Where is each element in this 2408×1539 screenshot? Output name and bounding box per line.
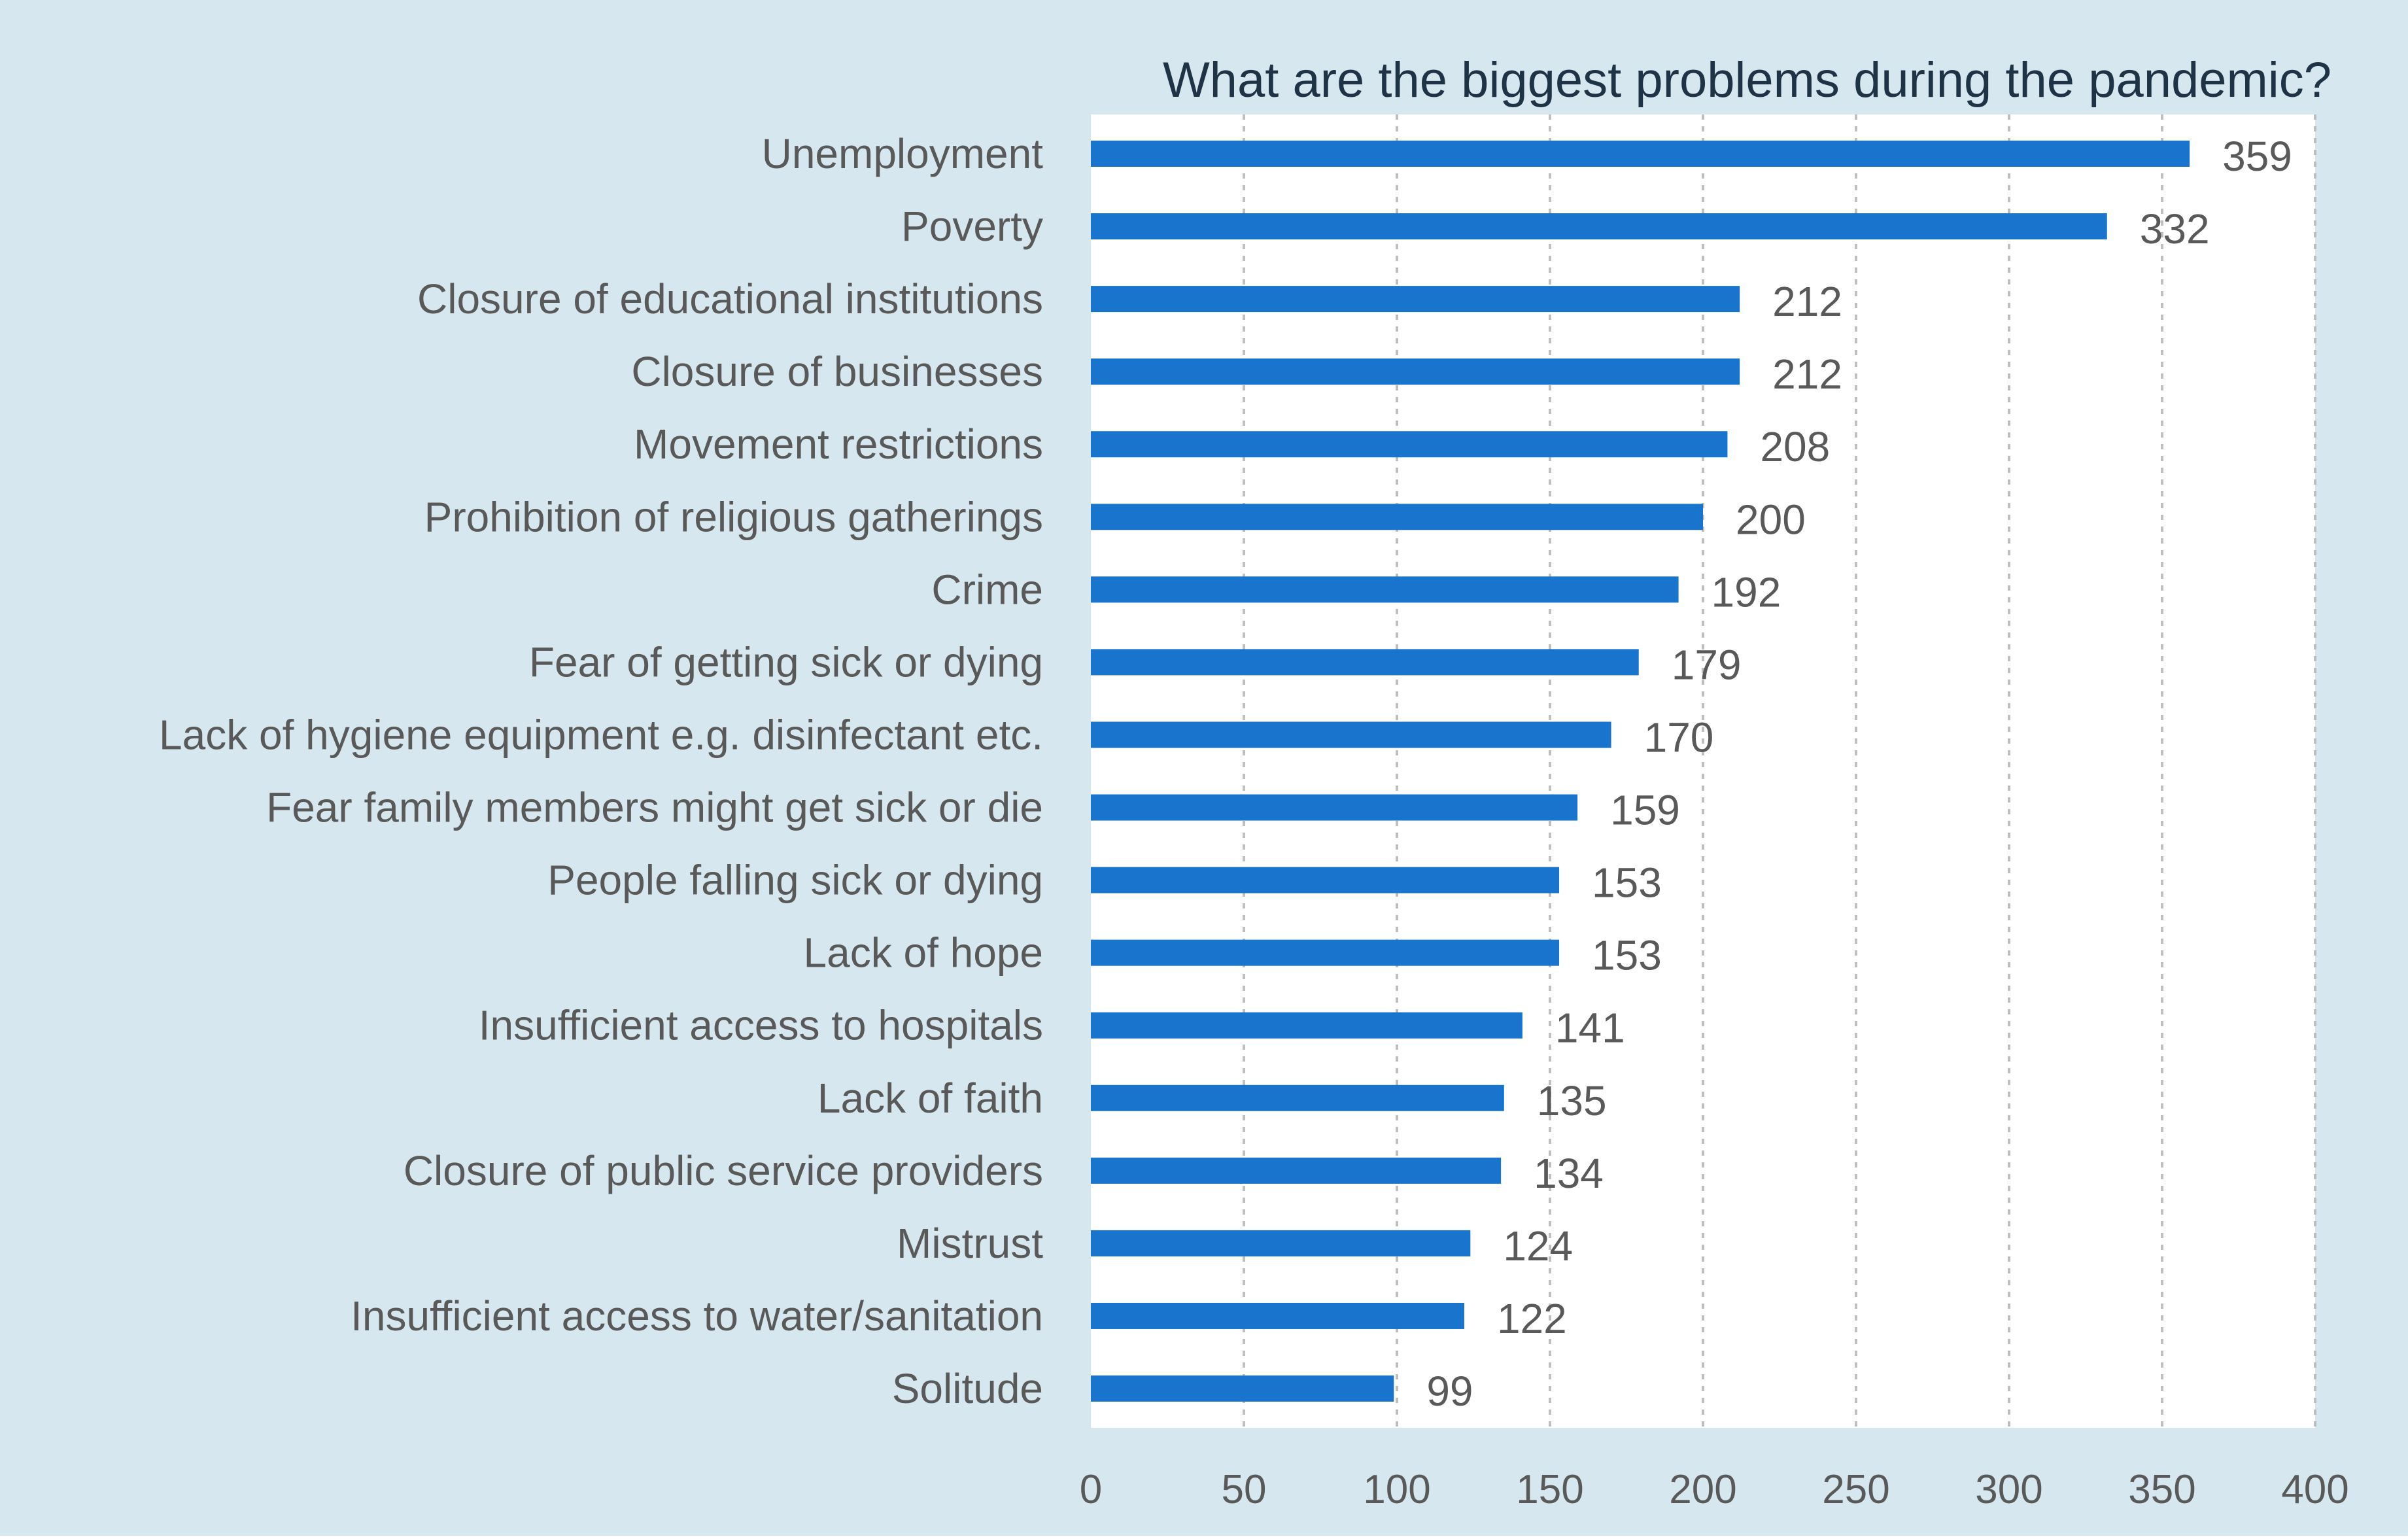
category-label: Lack of hope <box>804 929 1044 977</box>
bar <box>1091 213 2107 240</box>
value-label: 159 <box>1610 787 1680 834</box>
category-label: Lack of hygiene equipment e.g. disinfect… <box>159 711 1043 758</box>
category-label: Closure of public service providers <box>404 1147 1043 1194</box>
category-label: Insufficient access to water/sanitation <box>351 1292 1043 1340</box>
value-label: 200 <box>1736 496 1806 543</box>
bar <box>1091 1375 1394 1402</box>
bar <box>1091 1230 1471 1256</box>
category-label: Lack of faith <box>817 1075 1043 1122</box>
x-tick-label: 400 <box>2281 1467 2348 1512</box>
category-label: Movement restrictions <box>634 421 1043 468</box>
bar <box>1091 1157 1502 1184</box>
bars <box>1091 141 2190 1402</box>
value-label: 179 <box>1672 641 1742 688</box>
plot-area <box>1091 114 2315 1428</box>
category-label: Unemployment <box>762 130 1044 177</box>
chart-title: What are the biggest problems during the… <box>1163 52 2331 108</box>
bar <box>1091 1084 1504 1111</box>
bar <box>1091 576 1679 603</box>
x-tick-label: 300 <box>1975 1467 2042 1512</box>
value-label: 153 <box>1592 859 1662 907</box>
category-label: Fear of getting sick or dying <box>529 638 1043 685</box>
category-label: Closure of educational institutions <box>417 275 1043 322</box>
value-label: 122 <box>1497 1295 1567 1342</box>
bar <box>1091 358 1740 385</box>
value-label: 212 <box>1772 278 1842 325</box>
value-label: 153 <box>1592 932 1662 979</box>
value-label: 141 <box>1555 1005 1625 1052</box>
bar <box>1091 649 1639 676</box>
x-tick-label: 250 <box>1822 1467 1889 1512</box>
x-tick-label: 100 <box>1363 1467 1430 1512</box>
value-label: 212 <box>1772 351 1842 398</box>
value-label: 170 <box>1644 714 1714 761</box>
x-axis-ticks: 0 50 100 150 200 250 300 350 400 <box>1080 1467 2349 1512</box>
bar <box>1091 1012 1522 1039</box>
bar <box>1091 431 1728 458</box>
category-label: Mistrust <box>897 1220 1043 1267</box>
x-tick-label: 150 <box>1516 1467 1583 1512</box>
category-label: Fear family members might get sick or di… <box>266 784 1043 831</box>
value-labels: 359 332 212 212 208 200 192 179 170 159 153 153 141 1… <box>1426 133 2292 1415</box>
bar <box>1091 867 1560 893</box>
category-label: Crime <box>931 566 1043 613</box>
x-tick-label: 50 <box>1222 1467 1267 1512</box>
value-label: 135 <box>1537 1077 1607 1124</box>
value-label: 99 <box>1426 1368 1473 1415</box>
x-tick-label: 350 <box>2128 1467 2195 1512</box>
bar <box>1091 939 1560 966</box>
bar <box>1091 504 1703 530</box>
value-label: 134 <box>1534 1150 1604 1197</box>
category-label: Insufficient access to hospitals <box>479 1002 1043 1049</box>
value-label: 208 <box>1760 423 1830 470</box>
bar <box>1091 721 1611 748</box>
category-labels: Unemployment Poverty Closure of educationa… <box>159 130 1043 1412</box>
x-tick-label: 0 <box>1080 1467 1102 1512</box>
value-label: 192 <box>1711 568 1781 615</box>
category-label: Poverty <box>901 203 1043 250</box>
bar <box>1091 286 1740 313</box>
value-label: 359 <box>2222 133 2292 180</box>
bar <box>1091 141 2190 167</box>
value-label: 124 <box>1503 1222 1573 1270</box>
category-label: Closure of businesses <box>631 348 1043 395</box>
x-tick-label: 200 <box>1669 1467 1736 1512</box>
bar <box>1091 794 1578 821</box>
category-label: Prohibition of religious gatherings <box>424 493 1043 540</box>
value-label: 332 <box>2140 205 2210 252</box>
category-label: Solitude <box>892 1365 1043 1412</box>
bar <box>1091 1302 1464 1329</box>
category-label: People falling sick or dying <box>547 857 1043 904</box>
